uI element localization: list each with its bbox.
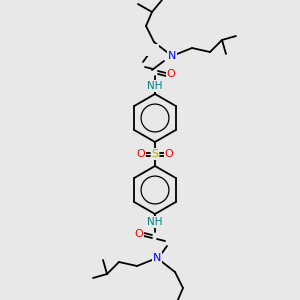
Text: O: O	[136, 149, 146, 159]
Text: O: O	[167, 69, 176, 79]
Text: N: N	[147, 45, 155, 55]
Text: N: N	[168, 51, 176, 61]
Text: N: N	[153, 253, 161, 263]
Text: O: O	[165, 149, 173, 159]
Text: O: O	[135, 229, 143, 239]
Text: S: S	[152, 149, 159, 159]
Text: NH: NH	[147, 217, 163, 227]
Text: NH: NH	[147, 81, 163, 91]
Bar	[143, 44, 159, 56]
